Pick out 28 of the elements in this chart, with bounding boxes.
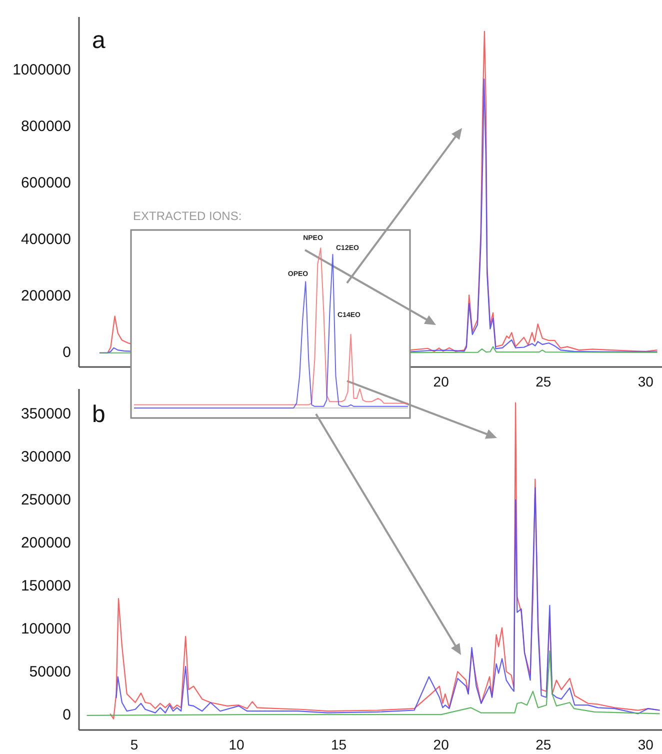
x-tick-label: 10 (228, 736, 245, 752)
x-tick-label: 20 (433, 373, 450, 390)
y-tick-label: 350000 (20, 406, 71, 423)
chart-title: a (92, 27, 106, 54)
y-tick-label: 0 (62, 706, 71, 724)
y-tick-label: 50000 (29, 663, 71, 680)
y-tick-label: 250000 (20, 492, 71, 509)
x-tick-label: 30 (638, 736, 654, 752)
chart-title: EXTRACTED IONS: (133, 209, 242, 223)
y-tick-label: 800000 (20, 118, 71, 136)
x-tick-label: 5 (130, 736, 138, 752)
y-tick-label: 200000 (20, 287, 71, 304)
y-tick-label: 600000 (20, 174, 71, 192)
x-tick-label: 25 (536, 373, 552, 390)
text: b (92, 401, 106, 428)
y-tick-label: 300000 (20, 448, 71, 466)
line-series (86, 650, 660, 716)
line-series (116, 487, 660, 714)
x-tick-label: 20 (433, 736, 450, 752)
x-tick-label: 15 (331, 736, 347, 752)
x-tick-label: 30 (638, 373, 654, 390)
y-tick-label: 0 (62, 344, 71, 361)
y-tick-label: 1000000 (12, 62, 71, 79)
y-tick-label: 100000 (20, 620, 71, 638)
y-tick-label: 200000 (20, 534, 71, 552)
y-tick-label: 150000 (20, 578, 71, 595)
x-tick-label: 25 (536, 736, 552, 752)
y-tick-label: 400000 (20, 230, 71, 248)
